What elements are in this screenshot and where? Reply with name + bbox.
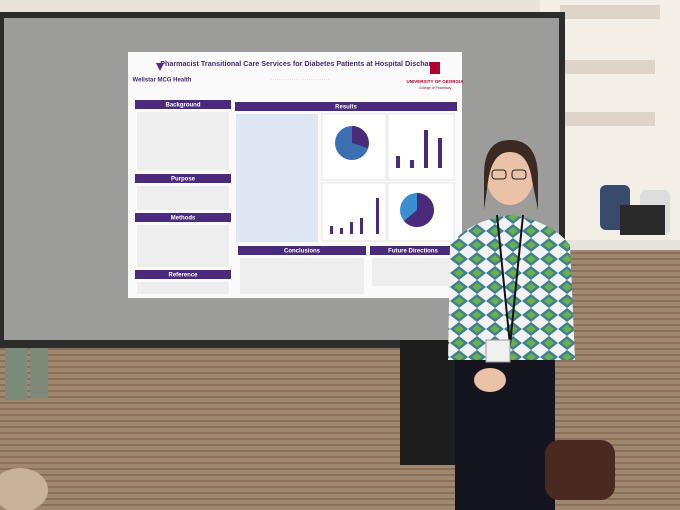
section-heading: Conclusions: [284, 249, 321, 255]
section-heading: Purpose: [171, 177, 196, 183]
left-column: Background Purpose Methods Reference: [135, 100, 231, 294]
future-bar: [370, 246, 456, 255]
section-heading: Methods: [171, 216, 196, 222]
section-heading: Background: [165, 103, 200, 109]
section-heading: Reference: [168, 273, 198, 279]
section-heading: Future Directions: [388, 249, 438, 255]
logo-left: Wellstar MCG Health: [133, 78, 192, 84]
logo-right-sub: College of Pharmacy: [419, 86, 452, 90]
results-bar: [235, 102, 457, 111]
section-heading: Results: [335, 105, 357, 111]
authors: · · · · · · · · · · · · · · · · · · · · …: [271, 78, 330, 82]
balconies: [560, 5, 660, 126]
text-block: [372, 258, 454, 286]
background-people: [600, 185, 670, 235]
poster-title: Pharmacist Transitional Care Services fo…: [160, 59, 440, 68]
logo-mark: [156, 63, 164, 71]
conclusions-bar: [238, 246, 366, 255]
charts: [321, 113, 455, 242]
logo-right: UNIVERSITY OF GEORGIA: [407, 79, 465, 84]
legs: [5, 340, 455, 465]
bag: [0, 468, 48, 510]
logo-shield: [430, 62, 440, 74]
text-block: [240, 258, 364, 294]
table: [236, 114, 318, 242]
person: [448, 140, 615, 510]
